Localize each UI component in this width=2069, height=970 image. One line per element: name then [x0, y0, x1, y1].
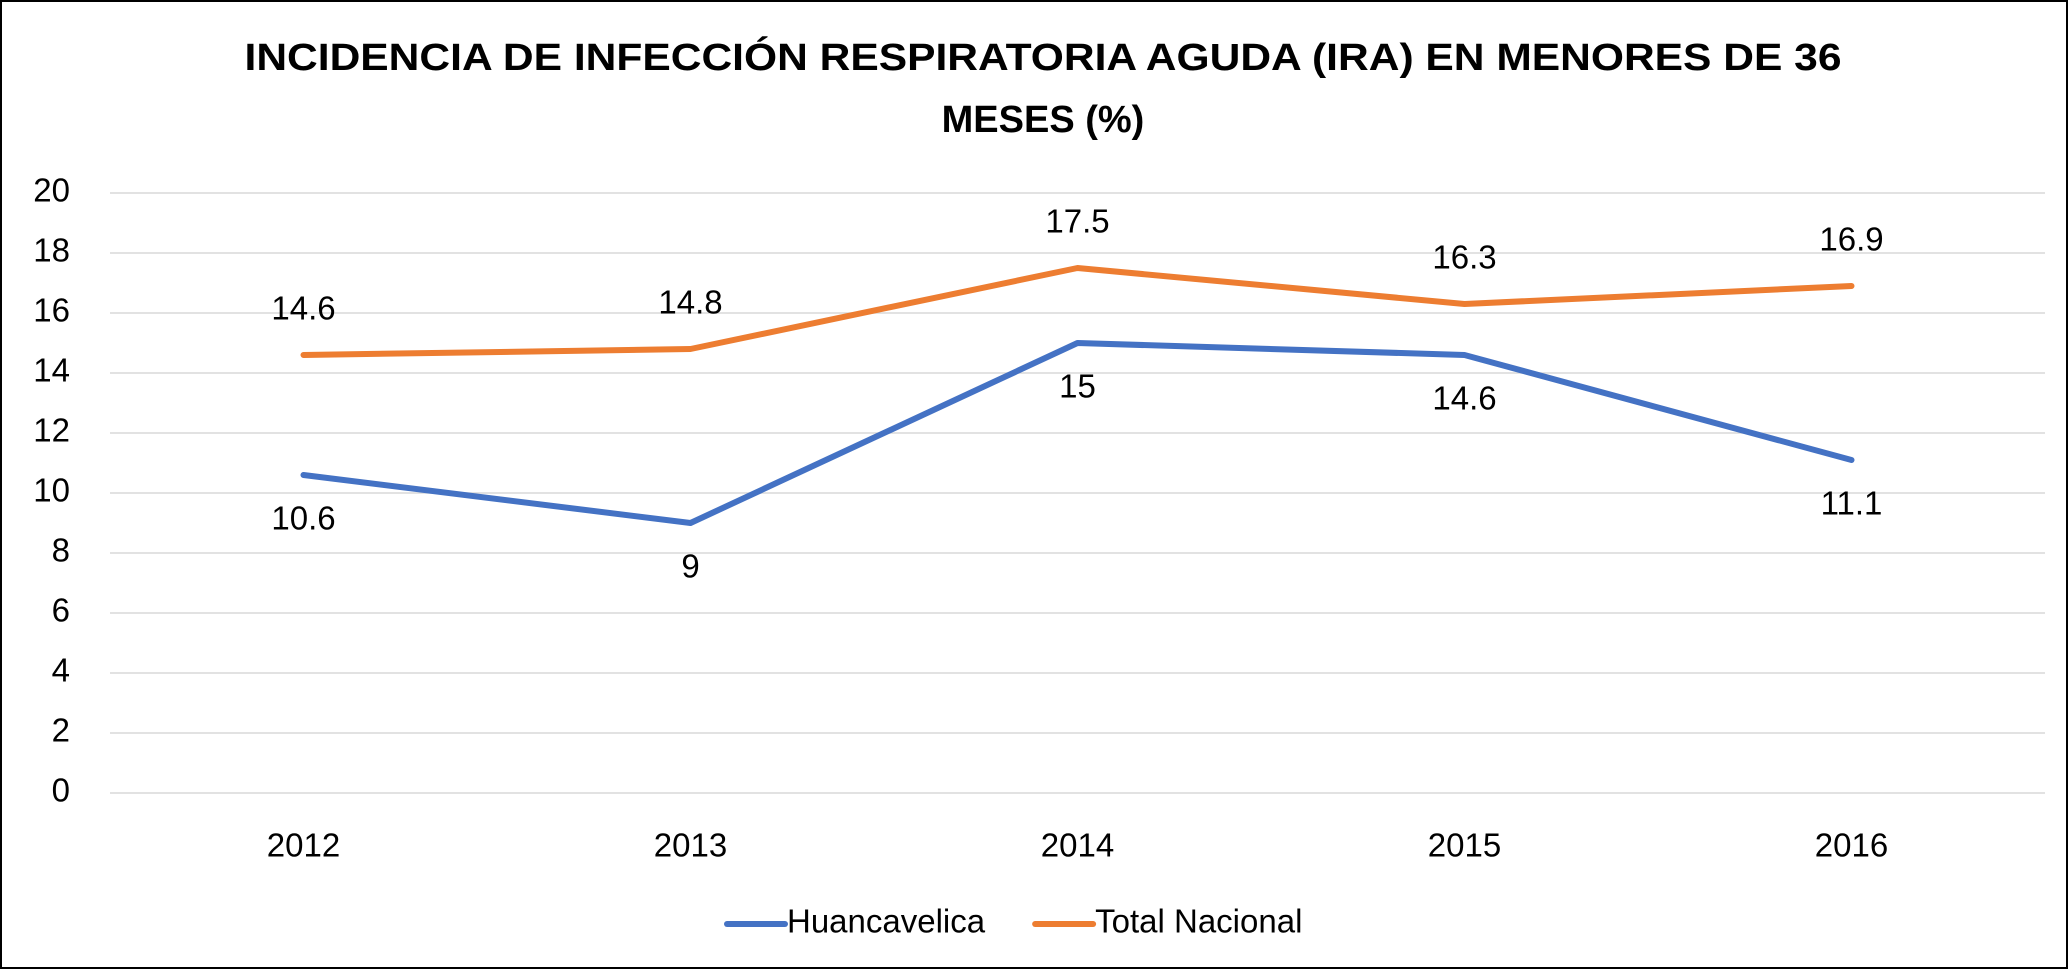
y-tick-label: 6 — [52, 592, 70, 629]
y-tick-label: 12 — [33, 412, 70, 449]
y-tick-label: 18 — [33, 232, 70, 269]
x-tick-label: 2015 — [1428, 827, 1501, 864]
data-label: 10.6 — [271, 500, 335, 537]
chart-title: INCIDENCIA DE INFECCIÓN RESPIRATORIA AGU… — [245, 35, 1842, 79]
y-tick-label: 16 — [33, 292, 70, 329]
data-label: 11.1 — [1821, 485, 1883, 522]
data-label: 16.9 — [1819, 221, 1883, 258]
y-tick-label: 0 — [52, 772, 70, 809]
chart-title: MESES (%) — [942, 99, 1145, 141]
x-tick-label: 2013 — [654, 827, 727, 864]
y-tick-label: 14 — [33, 352, 70, 389]
y-tick-label: 10 — [33, 472, 70, 509]
legend-label: Total Nacional — [1095, 903, 1302, 940]
y-tick-label: 2 — [52, 712, 70, 749]
x-tick-label: 2012 — [267, 827, 340, 864]
data-label: 14.6 — [1432, 380, 1496, 417]
x-tick-label: 2014 — [1041, 827, 1114, 864]
legend-label: Huancavelica — [787, 903, 986, 940]
x-tick-label: 2016 — [1815, 827, 1888, 864]
data-label: 9 — [681, 548, 699, 585]
data-label: 14.6 — [271, 290, 335, 327]
series-line — [300, 265, 1855, 358]
data-label: 15 — [1059, 368, 1096, 405]
y-tick-label: 20 — [33, 172, 70, 209]
data-label: 14.8 — [658, 284, 722, 321]
series-line — [300, 340, 1855, 526]
y-tick-label: 8 — [52, 532, 70, 569]
y-tick-label: 4 — [52, 652, 70, 689]
data-label: 17.5 — [1045, 203, 1109, 240]
data-label: 16.3 — [1432, 239, 1496, 276]
